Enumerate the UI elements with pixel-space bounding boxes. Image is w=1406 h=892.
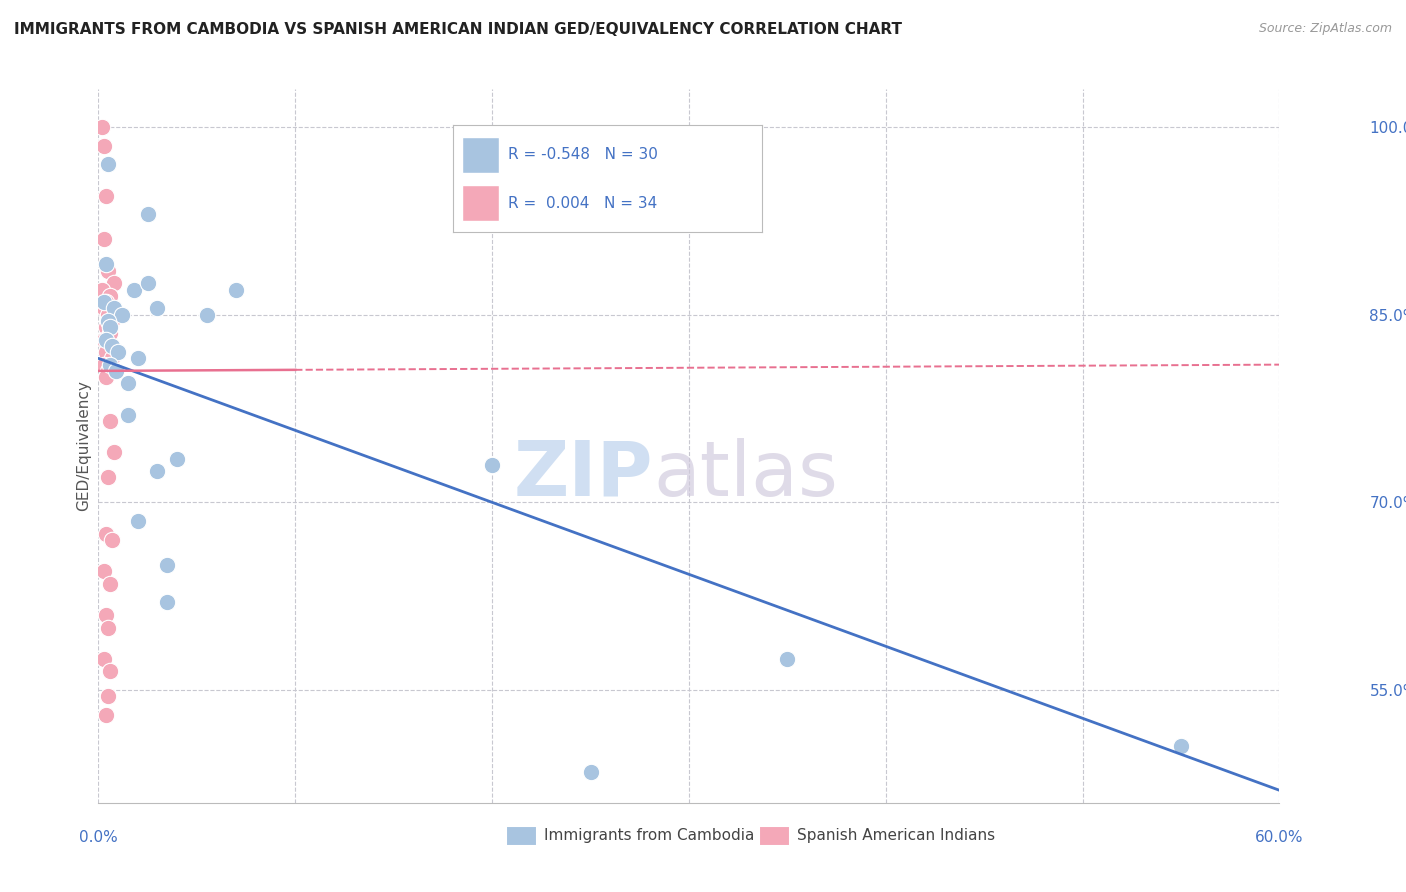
Point bbox=[98, 665, 121, 679]
Text: 0.0%: 0.0% bbox=[79, 830, 118, 845]
Point bbox=[96, 295, 118, 310]
Point bbox=[97, 314, 120, 328]
Point bbox=[146, 301, 169, 316]
Point bbox=[96, 320, 118, 334]
FancyBboxPatch shape bbox=[463, 185, 499, 221]
Text: ZIP: ZIP bbox=[515, 438, 654, 511]
Point bbox=[91, 283, 114, 297]
Point bbox=[98, 576, 121, 591]
Text: Immigrants from Cambodia: Immigrants from Cambodia bbox=[544, 829, 755, 843]
Y-axis label: GED/Equivalency: GED/Equivalency bbox=[76, 381, 91, 511]
Point bbox=[1170, 739, 1192, 754]
Point bbox=[101, 339, 124, 353]
Point bbox=[96, 370, 118, 384]
Point bbox=[156, 558, 179, 572]
Point bbox=[97, 621, 120, 635]
Point bbox=[93, 295, 115, 310]
Point bbox=[103, 277, 125, 291]
Text: R =  0.004   N = 34: R = 0.004 N = 34 bbox=[509, 195, 658, 211]
Text: atlas: atlas bbox=[654, 438, 838, 511]
Point bbox=[225, 283, 247, 297]
Point bbox=[93, 358, 115, 372]
Point bbox=[101, 351, 124, 366]
Point bbox=[107, 345, 129, 359]
Point bbox=[97, 157, 120, 171]
Text: IMMIGRANTS FROM CAMBODIA VS SPANISH AMERICAN INDIAN GED/EQUIVALENCY CORRELATION : IMMIGRANTS FROM CAMBODIA VS SPANISH AMER… bbox=[14, 22, 903, 37]
Point bbox=[97, 364, 120, 378]
Point bbox=[97, 264, 120, 278]
Text: Source: ZipAtlas.com: Source: ZipAtlas.com bbox=[1258, 22, 1392, 36]
Point bbox=[579, 764, 602, 779]
Point bbox=[97, 308, 120, 322]
Point bbox=[93, 232, 115, 246]
Point bbox=[156, 595, 179, 609]
Point bbox=[97, 339, 120, 353]
Point bbox=[98, 320, 121, 334]
Point bbox=[117, 408, 139, 422]
Point bbox=[127, 514, 149, 528]
Point bbox=[97, 470, 120, 484]
Point bbox=[96, 333, 118, 347]
Point bbox=[97, 690, 120, 704]
Point bbox=[98, 326, 121, 341]
Point bbox=[101, 314, 124, 328]
Point bbox=[136, 277, 159, 291]
Point bbox=[93, 564, 115, 578]
Point bbox=[103, 445, 125, 459]
Point bbox=[96, 607, 118, 622]
Point bbox=[98, 414, 121, 428]
Point bbox=[96, 188, 118, 202]
Text: Spanish American Indians: Spanish American Indians bbox=[797, 829, 995, 843]
Point bbox=[98, 358, 121, 372]
FancyBboxPatch shape bbox=[463, 136, 499, 173]
Point bbox=[117, 376, 139, 391]
Point bbox=[101, 533, 124, 547]
Point bbox=[111, 308, 134, 322]
Point bbox=[166, 451, 188, 466]
Point bbox=[91, 120, 114, 134]
Text: 60.0%: 60.0% bbox=[1256, 830, 1303, 845]
Point bbox=[93, 333, 115, 347]
Point bbox=[136, 207, 159, 221]
Point bbox=[103, 301, 125, 316]
Point bbox=[96, 526, 118, 541]
Point bbox=[93, 301, 115, 316]
Point bbox=[96, 257, 118, 271]
Point bbox=[105, 364, 128, 378]
Point bbox=[127, 351, 149, 366]
Text: R = -0.548   N = 30: R = -0.548 N = 30 bbox=[509, 147, 658, 162]
Point bbox=[776, 652, 799, 666]
Point bbox=[195, 308, 218, 322]
Point bbox=[93, 138, 115, 153]
Point bbox=[122, 283, 145, 297]
Point bbox=[98, 289, 121, 303]
Point bbox=[146, 464, 169, 478]
Point bbox=[481, 458, 503, 472]
Point bbox=[96, 708, 118, 723]
Point bbox=[93, 652, 115, 666]
Point bbox=[96, 345, 118, 359]
